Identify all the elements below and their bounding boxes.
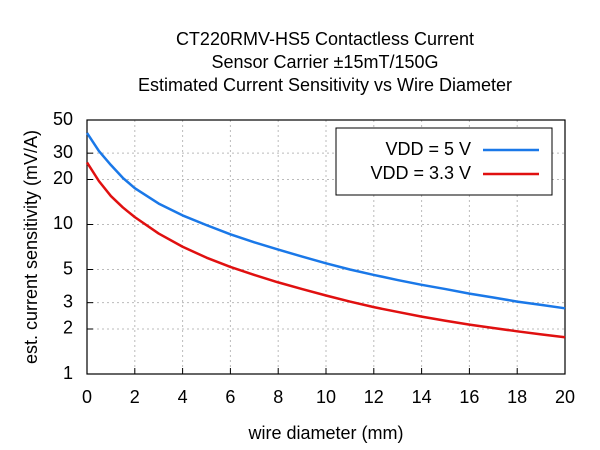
line-series bbox=[85, 132, 566, 310]
x-tick-label: 0 bbox=[82, 387, 92, 407]
plot-frame bbox=[86, 119, 566, 375]
chart-title: CT220RMV-HS5 Contactless Current bbox=[176, 29, 474, 49]
x-tick-label: 10 bbox=[316, 387, 336, 407]
x-tick-label: 4 bbox=[178, 387, 188, 407]
x-tick-label: 12 bbox=[364, 387, 384, 407]
legend-box bbox=[335, 127, 553, 196]
y-tick-label: 3 bbox=[63, 291, 73, 311]
y-axis-label: est. current sensitivity (mV/A) bbox=[21, 130, 41, 364]
chart-title: Sensor Carrier ±15mT/150G bbox=[212, 52, 439, 72]
y-tick-label: 5 bbox=[63, 258, 73, 278]
y-tick-label: 50 bbox=[53, 109, 73, 129]
x-tick-label: 14 bbox=[412, 387, 432, 407]
legend-label: VDD = 3.3 V bbox=[370, 163, 471, 183]
x-tick-label: 2 bbox=[130, 387, 140, 407]
x-tick-label: 8 bbox=[273, 387, 283, 407]
y-tick-label: 2 bbox=[63, 318, 73, 338]
x-tick-label: 16 bbox=[459, 387, 479, 407]
y-tick-label: 30 bbox=[53, 142, 73, 162]
x-axis-label: wire diameter (mm) bbox=[247, 423, 403, 443]
chart-title: Estimated Current Sensitivity vs Wire Di… bbox=[138, 75, 512, 95]
x-tick-label: 18 bbox=[507, 387, 527, 407]
y-tick-label: 10 bbox=[53, 213, 73, 233]
y-tick-label: 1 bbox=[63, 363, 73, 383]
line-series bbox=[85, 161, 566, 339]
x-tick-label: 6 bbox=[225, 387, 235, 407]
y-tick-label: 20 bbox=[53, 168, 73, 188]
x-tick-label: 20 bbox=[555, 387, 575, 407]
legend-label: VDD = 5 V bbox=[385, 139, 471, 159]
